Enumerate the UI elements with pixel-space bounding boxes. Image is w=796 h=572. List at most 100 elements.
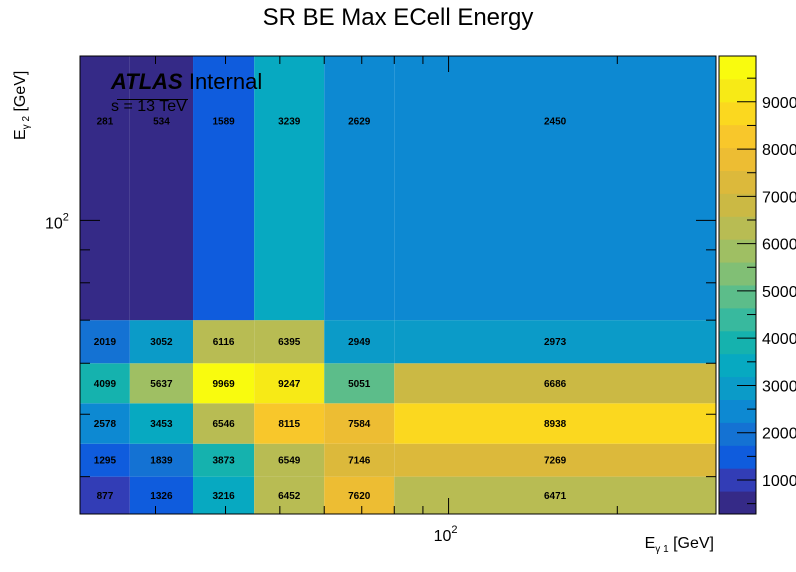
colorbar-segment — [719, 147, 756, 171]
heatmap-cell — [394, 403, 716, 444]
heatmap-cell — [324, 476, 395, 514]
heatmap-cell — [324, 443, 395, 477]
colorbar-segment — [719, 78, 756, 103]
cell-value-label: 5051 — [348, 379, 371, 390]
cell-value-label: 5637 — [150, 379, 173, 390]
colorbar-segment — [719, 285, 756, 309]
cell-value-label: 8115 — [278, 419, 300, 430]
cell-value-label: 3873 — [212, 456, 235, 467]
colorbar-segment — [719, 491, 756, 515]
heatmap-cell — [129, 476, 194, 514]
cell-value-label: 9969 — [212, 379, 235, 390]
heatmap-cell — [394, 363, 716, 404]
cell-value-label: 1295 — [94, 456, 117, 467]
colorbar-segment — [719, 56, 756, 80]
heatmap-cell — [129, 363, 194, 404]
heatmap-cell — [324, 320, 395, 364]
chart-title: SR BE Max ECell Energy — [262, 4, 534, 31]
heatmap-cell — [394, 476, 716, 514]
colorbar-segment — [719, 399, 756, 423]
colorbar-tick-label: 7000 — [762, 189, 796, 206]
colorbar-tick-label: 8000 — [762, 142, 796, 159]
colorbar-segment — [719, 193, 756, 217]
cell-value-label: 3216 — [212, 491, 235, 502]
y-axis-label: Eγ 2 [GeV] — [12, 70, 33, 140]
heatmap-cell — [254, 56, 325, 321]
heatmap-cell — [193, 320, 255, 364]
colorbar-tick-label: 3000 — [762, 378, 796, 395]
colorbar-segment — [719, 422, 756, 446]
heatmap-cell — [129, 56, 194, 321]
colorbar-tick-label: 1000 — [762, 473, 796, 490]
x-axis-label: Eγ 1 [GeV] — [644, 535, 714, 556]
colorbar-tick-label: 4000 — [762, 331, 796, 348]
cell-value-label: 877 — [97, 491, 114, 502]
atlas-label-internal: Internal — [188, 69, 263, 94]
cell-value-label: 3239 — [278, 117, 301, 128]
colorbar-segment — [719, 262, 756, 286]
heatmap-cell — [254, 403, 325, 444]
cell-value-label: 1589 — [212, 117, 235, 128]
colorbar-tick-label: 6000 — [762, 237, 796, 254]
heatmap-cell — [193, 403, 255, 444]
heatmap-cell — [394, 443, 716, 477]
heatmap-cell — [80, 476, 130, 514]
cell-value-label: 1326 — [150, 491, 173, 502]
cell-value-label: 1839 — [150, 456, 173, 467]
heatmap-cell — [129, 403, 194, 444]
cell-value-label: 6452 — [278, 491, 301, 502]
colorbar-segment — [719, 101, 756, 126]
heatmap-cell — [254, 476, 325, 514]
cell-value-label: 6116 — [213, 337, 235, 348]
heatmap-cell — [80, 56, 130, 321]
cell-value-label: 6549 — [278, 456, 301, 467]
colorbar-segment — [719, 353, 756, 378]
heatmap-cell — [129, 443, 194, 477]
cell-value-label: 2629 — [348, 117, 371, 128]
colorbar-segment — [719, 216, 756, 240]
cell-value-label: 6471 — [544, 491, 567, 502]
heatmap-cell — [129, 320, 194, 364]
cell-value-label: 7620 — [348, 491, 371, 502]
cell-value-label: 7584 — [348, 419, 371, 430]
heatmap-cell — [254, 320, 325, 364]
cell-value-label: 8938 — [544, 419, 567, 430]
energy-label-text: s = 13 TeV — [111, 98, 187, 115]
colorbar-segment — [719, 124, 756, 149]
heatmap-cell — [324, 403, 395, 444]
cell-value-label: 7146 — [348, 456, 371, 467]
heatmap-cell — [80, 443, 130, 477]
cell-value-label: 3052 — [150, 337, 173, 348]
cell-value-label: 3453 — [150, 419, 173, 430]
cell-value-label: 7269 — [544, 456, 567, 467]
heatmap-cell — [394, 320, 716, 364]
cell-value-label: 9247 — [278, 379, 301, 390]
cell-value-label: 6395 — [278, 337, 301, 348]
heatmap-cell — [193, 443, 255, 477]
colorbar-frame — [718, 55, 757, 515]
colorbar-segment — [719, 307, 756, 332]
heatmap-cell — [254, 363, 325, 404]
cell-value-label: 2973 — [544, 337, 567, 348]
heatmap-cell — [254, 443, 325, 477]
cell-value-label: 2019 — [94, 337, 117, 348]
colorbar-tick-label: 5000 — [762, 284, 796, 301]
x-tick-label: 102 — [434, 524, 458, 545]
atlas-label: ATLAS Internal — [111, 69, 262, 95]
colorbar-segment — [719, 376, 756, 400]
cell-value-label: 6546 — [212, 419, 235, 430]
colorbar-tick-label: 2000 — [762, 426, 796, 443]
y-tick-label: 102 — [45, 211, 69, 232]
colorbar-segment — [719, 170, 756, 194]
heatmap-cell — [394, 56, 716, 321]
heatmap-cell — [193, 56, 255, 321]
atlas-label-bold: ATLAS — [111, 69, 183, 94]
cell-value-label: 534 — [153, 117, 170, 128]
cell-value-label: 2578 — [94, 419, 117, 430]
heatmap-cell — [324, 363, 395, 404]
cell-value-label: 2949 — [348, 337, 371, 348]
cell-value-label: 4099 — [94, 379, 117, 390]
colorbar-segment — [719, 445, 756, 469]
cell-value-label: 281 — [97, 117, 114, 128]
